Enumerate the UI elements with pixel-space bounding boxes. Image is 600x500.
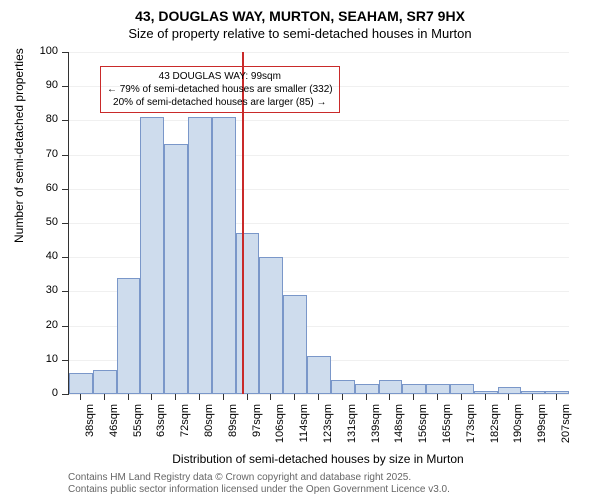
x-tick-label: 114sqm — [298, 404, 310, 454]
x-tick — [413, 394, 414, 400]
annotation-box: 43 DOUGLAS WAY: 99sqm← 79% of semi-detac… — [100, 66, 340, 113]
histogram-bar — [259, 257, 283, 394]
y-tick — [62, 189, 68, 190]
annotation-line: 43 DOUGLAS WAY: 99sqm — [107, 70, 333, 83]
histogram-bar — [117, 278, 141, 394]
gridline — [69, 394, 569, 395]
chart-container: 43, DOUGLAS WAY, MURTON, SEAHAM, SR7 9HX… — [0, 0, 600, 500]
plot-area: 43 DOUGLAS WAY: 99sqm← 79% of semi-detac… — [68, 52, 569, 395]
x-tick — [556, 394, 557, 400]
x-tick-label: 97sqm — [251, 404, 263, 454]
x-tick — [223, 394, 224, 400]
histogram-bar — [93, 370, 117, 394]
histogram-bar — [236, 233, 260, 394]
x-tick — [366, 394, 367, 400]
footer-line1: Contains HM Land Registry data © Crown c… — [68, 472, 450, 484]
x-tick — [128, 394, 129, 400]
histogram-bar — [498, 387, 522, 394]
y-tick-label: 70 — [22, 148, 58, 160]
y-tick-label: 60 — [22, 182, 58, 194]
y-tick — [62, 120, 68, 121]
x-tick-label: 123sqm — [322, 404, 334, 454]
x-tick-label: 173sqm — [465, 404, 477, 454]
x-tick — [532, 394, 533, 400]
y-tick-label: 100 — [22, 45, 58, 57]
x-tick — [508, 394, 509, 400]
y-tick — [62, 360, 68, 361]
x-tick-label: 55sqm — [132, 404, 144, 454]
x-tick-label: 72sqm — [179, 404, 191, 454]
x-tick — [437, 394, 438, 400]
histogram-bar — [331, 380, 355, 394]
histogram-bar — [188, 117, 212, 394]
x-tick-label: 139sqm — [370, 404, 382, 454]
y-tick — [62, 257, 68, 258]
x-tick-label: 165sqm — [441, 404, 453, 454]
y-tick — [62, 155, 68, 156]
x-tick-label: 199sqm — [536, 404, 548, 454]
x-tick — [318, 394, 319, 400]
x-axis-title: Distribution of semi-detached houses by … — [68, 452, 568, 466]
chart-title-line1: 43, DOUGLAS WAY, MURTON, SEAHAM, SR7 9HX — [0, 8, 600, 24]
x-tick — [80, 394, 81, 400]
histogram-bar — [140, 117, 164, 394]
x-tick-label: 38sqm — [84, 404, 96, 454]
gridline — [69, 52, 569, 53]
y-tick-label: 90 — [22, 79, 58, 91]
x-tick — [485, 394, 486, 400]
y-tick — [62, 223, 68, 224]
x-tick — [461, 394, 462, 400]
y-tick — [62, 291, 68, 292]
footer-attribution: Contains HM Land Registry data © Crown c… — [68, 472, 450, 496]
x-tick-label: 106sqm — [274, 404, 286, 454]
y-tick-label: 50 — [22, 216, 58, 228]
title-block: 43, DOUGLAS WAY, MURTON, SEAHAM, SR7 9HX… — [0, 8, 600, 41]
y-tick — [62, 394, 68, 395]
x-tick — [175, 394, 176, 400]
histogram-bar — [164, 144, 188, 394]
x-tick — [151, 394, 152, 400]
y-tick — [62, 52, 68, 53]
histogram-bar — [212, 117, 236, 394]
footer-line2: Contains public sector information licen… — [68, 484, 450, 496]
histogram-bar — [426, 384, 450, 394]
x-tick-label: 148sqm — [393, 404, 405, 454]
histogram-bar — [450, 384, 474, 394]
x-tick — [247, 394, 248, 400]
y-tick-label: 20 — [22, 319, 58, 331]
x-tick-label: 156sqm — [417, 404, 429, 454]
x-tick-label: 46sqm — [108, 404, 120, 454]
x-tick-label: 207sqm — [560, 404, 572, 454]
histogram-bar — [379, 380, 403, 394]
chart-title-line2: Size of property relative to semi-detach… — [0, 26, 600, 41]
x-tick-label: 182sqm — [489, 404, 501, 454]
histogram-bar — [283, 295, 307, 394]
histogram-bar — [355, 384, 379, 394]
histogram-bar — [69, 373, 93, 394]
y-tick-label: 80 — [22, 113, 58, 125]
y-tick-label: 30 — [22, 284, 58, 296]
x-tick — [389, 394, 390, 400]
histogram-bar — [402, 384, 426, 394]
x-tick-label: 63sqm — [155, 404, 167, 454]
y-tick-label: 0 — [22, 387, 58, 399]
y-tick — [62, 326, 68, 327]
x-tick — [294, 394, 295, 400]
x-tick-label: 89sqm — [227, 404, 239, 454]
x-tick — [104, 394, 105, 400]
x-tick-label: 131sqm — [346, 404, 358, 454]
histogram-bar — [307, 356, 331, 394]
x-tick-label: 80sqm — [203, 404, 215, 454]
x-tick — [342, 394, 343, 400]
x-tick-label: 190sqm — [512, 404, 524, 454]
y-tick-label: 10 — [22, 353, 58, 365]
annotation-line: 20% of semi-detached houses are larger (… — [107, 96, 333, 109]
annotation-line: ← 79% of semi-detached houses are smalle… — [107, 83, 333, 96]
y-tick-label: 40 — [22, 250, 58, 262]
y-tick — [62, 86, 68, 87]
x-tick — [270, 394, 271, 400]
x-tick — [199, 394, 200, 400]
